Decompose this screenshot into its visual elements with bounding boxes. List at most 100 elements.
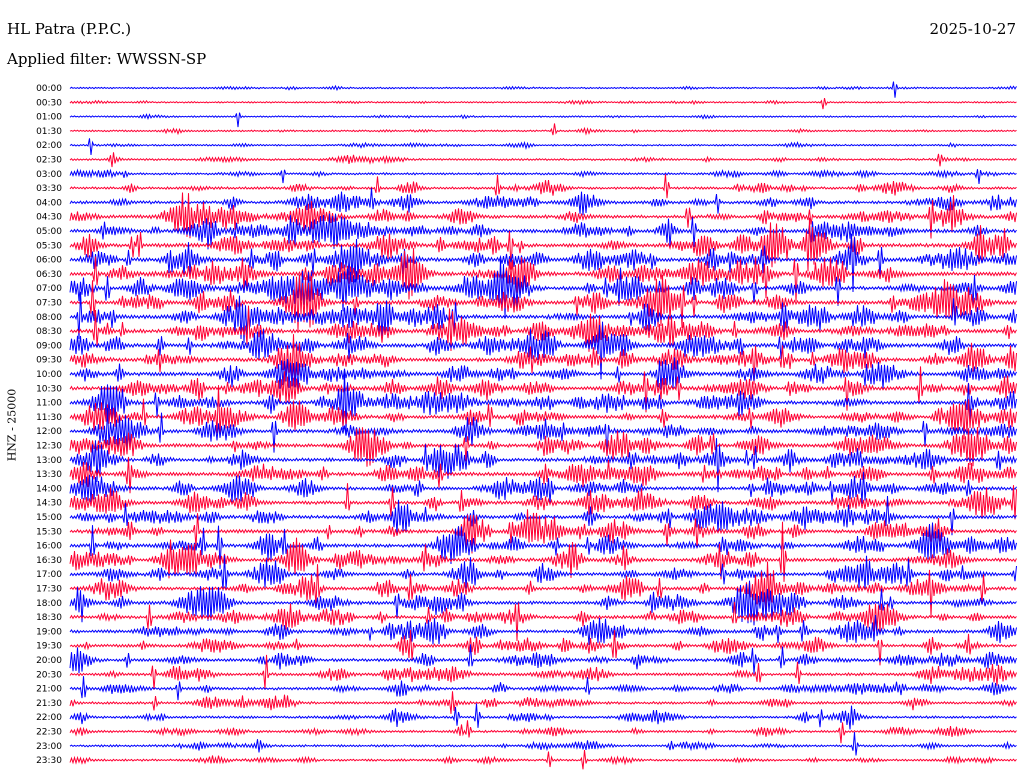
trace-1400 — [69, 471, 1017, 504]
row-label-0000: 00:00 — [36, 84, 62, 94]
trace-2100 — [69, 676, 1017, 701]
row-label-1200: 12:00 — [36, 427, 62, 437]
trace-2130 — [69, 691, 1017, 714]
row-label-1830: 18:30 — [36, 613, 62, 623]
trace-0930 — [69, 334, 1017, 385]
row-label-0830: 08:30 — [36, 327, 62, 337]
row-label-0100: 01:00 — [36, 113, 62, 123]
trace-1230 — [69, 426, 1017, 467]
trace-0200 — [69, 138, 1017, 156]
row-label-2200: 22:00 — [36, 713, 62, 723]
row-label-2100: 21:00 — [36, 685, 62, 695]
row-label-1600: 16:00 — [36, 542, 62, 552]
row-label-0600: 06:00 — [36, 256, 62, 266]
trace-1830 — [69, 601, 1017, 642]
trace-2030 — [69, 654, 1017, 690]
row-label-0500: 05:00 — [36, 227, 62, 237]
row-label-0200: 02:00 — [36, 141, 62, 151]
row-label-1500: 15:00 — [36, 513, 62, 523]
trace-0830 — [69, 305, 1017, 352]
trace-2000 — [69, 644, 1017, 674]
row-label-0430: 04:30 — [36, 213, 62, 223]
trace-0100 — [69, 112, 1017, 128]
record-date: 2025-10-27 — [929, 20, 1016, 38]
trace-0630 — [69, 248, 1017, 302]
trace-0800 — [69, 291, 1017, 343]
trace-0330 — [69, 174, 1017, 199]
trace-1600 — [69, 522, 1017, 569]
trace-2230 — [69, 720, 1017, 744]
row-label-1330: 13:30 — [36, 470, 62, 480]
trace-1100 — [69, 370, 1017, 432]
trace-0730 — [69, 274, 1017, 331]
trace-2200 — [69, 703, 1017, 730]
trace-0430 — [69, 192, 1017, 239]
row-label-0730: 07:30 — [36, 299, 62, 309]
row-label-1700: 17:00 — [36, 570, 62, 580]
trace-1300 — [69, 438, 1017, 493]
row-label-0530: 05:30 — [36, 241, 62, 251]
trace-1800 — [69, 580, 1017, 626]
trace-0900 — [69, 321, 1017, 380]
row-label-1100: 11:00 — [36, 399, 62, 409]
station-title: HL Patra (P.P.C.) — [7, 20, 132, 38]
trace-1730 — [69, 561, 1017, 617]
trace-1530 — [69, 509, 1017, 554]
trace-1000 — [69, 357, 1017, 391]
filter-label: Applied filter: WWSSN-SP — [7, 50, 207, 68]
row-label-0930: 09:30 — [36, 356, 62, 366]
trace-0700 — [69, 259, 1017, 318]
trace-0230 — [69, 152, 1017, 168]
row-label-1300: 13:00 — [36, 456, 62, 466]
trace-1700 — [69, 555, 1017, 591]
row-label-1730: 17:30 — [36, 585, 62, 595]
trace-1430 — [69, 483, 1017, 520]
trace-1200 — [69, 407, 1017, 457]
row-label-1530: 15:30 — [36, 527, 62, 537]
row-label-0330: 03:30 — [36, 184, 62, 194]
row-label-1430: 14:30 — [36, 499, 62, 509]
row-label-0900: 09:00 — [36, 341, 62, 351]
row-label-0030: 00:30 — [36, 98, 62, 108]
row-label-2230: 22:30 — [36, 728, 62, 738]
row-label-1030: 10:30 — [36, 384, 62, 394]
trace-1030 — [69, 366, 1017, 413]
row-label-0700: 07:00 — [36, 284, 62, 294]
trace-0030 — [69, 97, 1017, 110]
row-label-2030: 20:30 — [36, 670, 62, 680]
row-label-1930: 19:30 — [36, 642, 62, 652]
row-label-0400: 04:00 — [36, 198, 62, 208]
trace-0130 — [69, 123, 1017, 136]
row-label-1230: 12:30 — [36, 442, 62, 452]
row-label-1630: 16:30 — [36, 556, 62, 566]
trace-1900 — [69, 614, 1017, 646]
trace-2330 — [69, 749, 1017, 770]
row-label-0130: 01:30 — [36, 127, 62, 137]
row-label-0230: 02:30 — [36, 156, 62, 166]
row-label-2000: 20:00 — [36, 656, 62, 666]
row-label-1000: 10:00 — [36, 370, 62, 380]
row-label-0630: 06:30 — [36, 270, 62, 280]
trace-0000 — [69, 81, 1017, 98]
trace-1630 — [69, 521, 1017, 582]
row-label-2330: 23:30 — [36, 756, 62, 766]
row-label-2300: 23:00 — [36, 742, 62, 752]
row-label-0800: 08:00 — [36, 313, 62, 323]
trace-1500 — [69, 495, 1017, 536]
trace-1130 — [69, 385, 1017, 440]
row-label-1800: 18:00 — [36, 599, 62, 609]
trace-0530 — [69, 217, 1017, 272]
trace-0300 — [69, 168, 1017, 185]
trace-0500 — [69, 213, 1017, 250]
row-label-1400: 14:00 — [36, 484, 62, 494]
trace-1930 — [69, 629, 1017, 666]
trace-0400 — [69, 187, 1017, 216]
trace-0600 — [69, 233, 1017, 293]
row-label-1900: 19:00 — [36, 627, 62, 637]
row-label-1130: 11:30 — [36, 413, 62, 423]
row-label-0300: 03:00 — [36, 170, 62, 180]
trace-2300 — [69, 732, 1017, 756]
row-label-2130: 21:30 — [36, 699, 62, 709]
trace-1330 — [69, 456, 1017, 494]
